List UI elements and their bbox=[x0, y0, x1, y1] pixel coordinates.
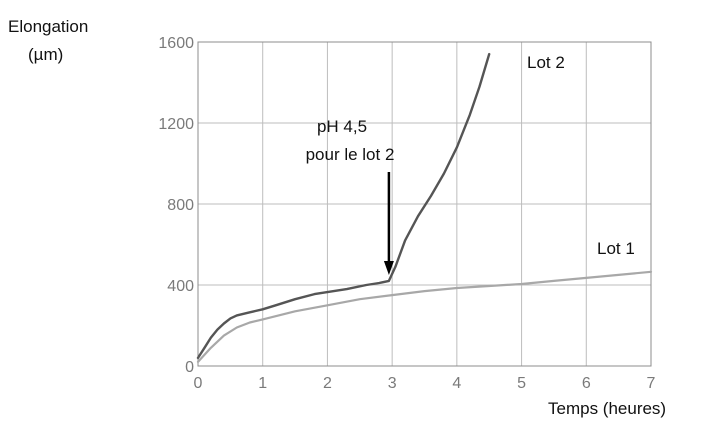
y-axis-label-line-2: (µm) bbox=[28, 45, 63, 64]
y-tick-label: 1600 bbox=[158, 35, 194, 52]
annotation-line-2: pour le lot 2 bbox=[306, 145, 395, 164]
series-label-lot-1: Lot 1 bbox=[597, 239, 635, 258]
x-tick-label: 2 bbox=[323, 375, 332, 392]
tick-layer: 0 1 2 3 4 5 6 7 0 400 800 1200 1600 bbox=[158, 35, 655, 392]
plot-frame bbox=[197, 41, 652, 367]
series-label-lot-2: Lot 2 bbox=[527, 53, 565, 72]
x-tick-label: 3 bbox=[388, 375, 397, 392]
series-layer bbox=[196, 52, 653, 363]
x-tick-label: 6 bbox=[582, 375, 591, 392]
x-tick-label: 1 bbox=[258, 375, 267, 392]
x-tick-label: 0 bbox=[194, 375, 203, 392]
x-tick-label: 7 bbox=[647, 375, 656, 392]
annotation-arrow-head bbox=[383, 260, 394, 275]
series-line-lot-2 bbox=[196, 52, 491, 360]
x-tick-label: 5 bbox=[517, 375, 526, 392]
y-tick-label: 400 bbox=[167, 278, 194, 295]
series-line-lot-1 bbox=[196, 270, 653, 363]
y-tick-label: 0 bbox=[185, 359, 194, 376]
y-tick-label: 800 bbox=[167, 197, 194, 214]
x-axis-label: Temps (heures) bbox=[548, 399, 666, 418]
y-tick-label: 1200 bbox=[158, 116, 194, 133]
x-tick-label: 4 bbox=[452, 375, 461, 392]
y-axis-label-line-1: Elongation bbox=[8, 17, 88, 36]
annotation-line-1: pH 4,5 bbox=[317, 117, 367, 136]
